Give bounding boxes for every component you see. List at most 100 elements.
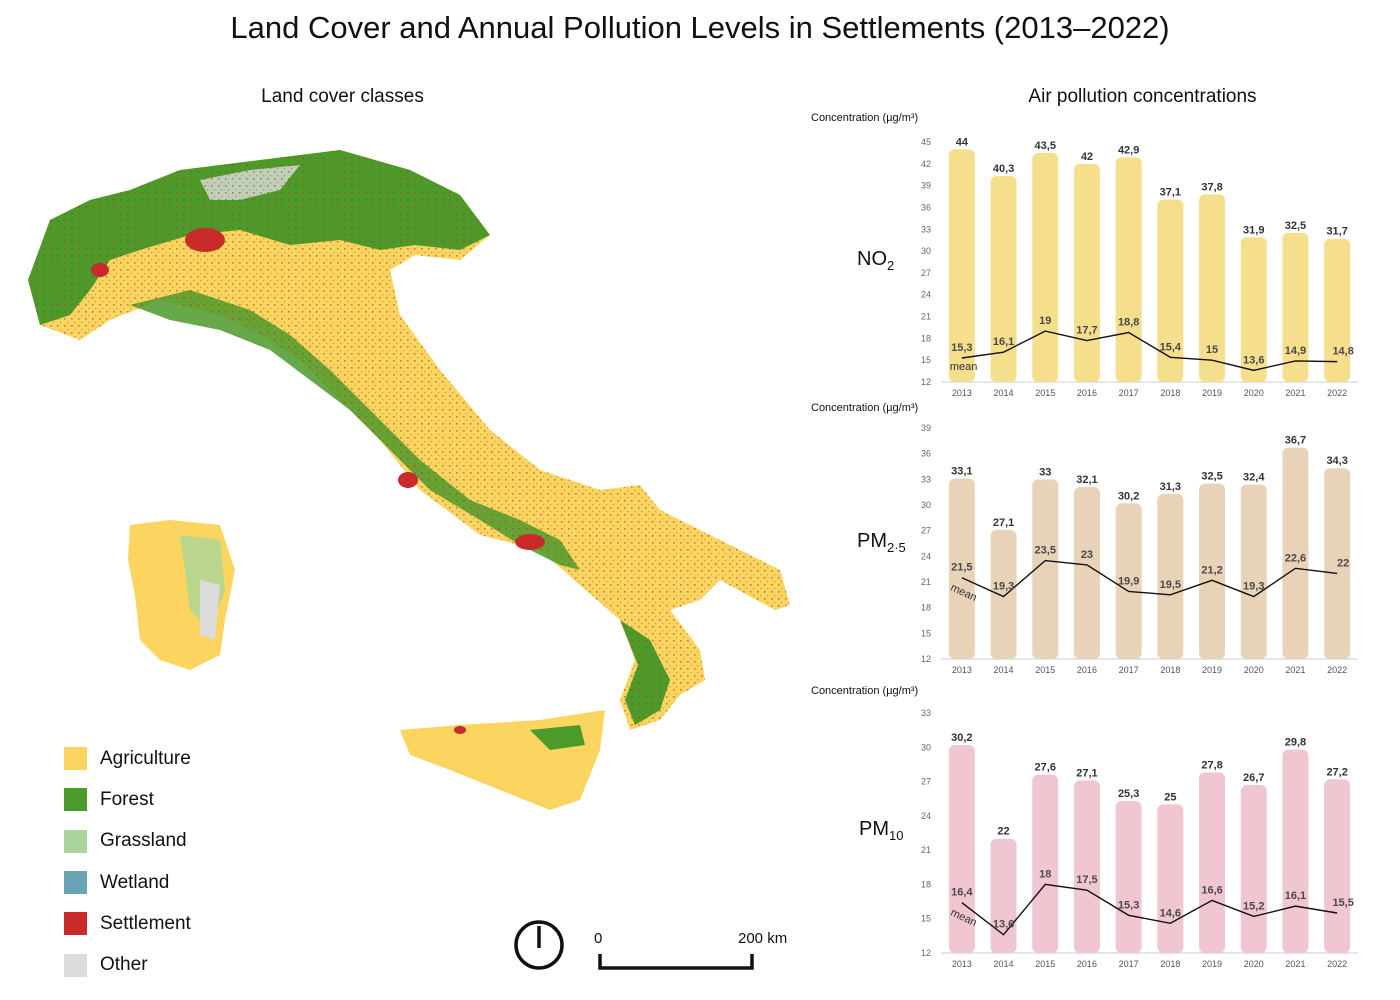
legend-item-other: Other: [64, 944, 191, 985]
x-tick-label: 2018: [1160, 388, 1180, 398]
legend-label: Other: [100, 954, 148, 976]
bar-value-label: 30,2: [951, 732, 972, 744]
x-tick-label: 2022: [1327, 665, 1347, 675]
mean-value-label: 15,4: [1160, 341, 1182, 353]
bar: [1032, 774, 1059, 953]
y-tick-label: 18: [921, 879, 931, 889]
bar-value-label: 33: [1039, 466, 1051, 478]
turin-settlement: [91, 263, 109, 277]
x-tick-label: 2016: [1077, 959, 1097, 969]
charts-title: Air pollution concentrations: [1028, 86, 1257, 107]
bar-value-label: 29,8: [1285, 737, 1306, 749]
x-tick-label: 2022: [1327, 959, 1347, 969]
bar-value-label: 31,3: [1160, 481, 1181, 493]
x-tick-label: 2020: [1244, 388, 1264, 398]
x-tick-label: 2016: [1077, 665, 1097, 675]
mean-value-label: 16,6: [1201, 884, 1222, 896]
y-tick-label: 42: [921, 159, 931, 169]
figure-title: Land Cover and Annual Pollution Levels i…: [230, 10, 1170, 45]
x-tick-label: 2017: [1119, 665, 1139, 675]
x-tick-label: 2014: [994, 665, 1014, 675]
mean-value-label: 15,3: [951, 342, 972, 354]
mean-value-label: 17,5: [1076, 874, 1097, 886]
pm25-plot: 12 15 18 21 24 27 30 33 36 39 33,1 2013 27,1 2014 33 20…: [921, 423, 1358, 675]
bar: [1282, 749, 1309, 953]
pollutant-label: NO2: [857, 248, 895, 273]
map-title: Land cover classes: [261, 86, 424, 107]
y-tick-label: 21: [921, 845, 931, 855]
y-tick-label: 12: [921, 377, 931, 387]
scale-bar: 0 200 km: [590, 930, 800, 975]
bar-value-label: 37,8: [1201, 181, 1222, 193]
no2-chart: Concentration (µg/m³) NO2 12 15 18 21 24 27 30…: [808, 112, 1368, 402]
y-tick-label: 18: [921, 333, 931, 343]
bar: [1032, 152, 1059, 382]
mean-value-label: 14,6: [1160, 907, 1181, 919]
bar: [1032, 479, 1059, 659]
y-tick-label: 39: [921, 423, 931, 433]
land-cover-map: [28, 150, 790, 810]
bar: [1240, 785, 1267, 953]
legend-label: Agriculture: [100, 747, 191, 769]
y-tick-label: 21: [921, 312, 931, 322]
bar: [990, 529, 1017, 659]
bar-value-label: 27,6: [1035, 762, 1056, 774]
x-tick-label: 2019: [1202, 665, 1222, 675]
bar-value-label: 42: [1081, 151, 1093, 163]
bar-value-label: 27,8: [1201, 759, 1222, 771]
y-tick-label: 30: [921, 742, 931, 752]
mean-line: [961, 883, 1338, 936]
bar-value-label: 26,7: [1243, 772, 1264, 784]
bar: [1115, 801, 1142, 953]
bar-value-label: 25,3: [1118, 788, 1139, 800]
bar-value-label: 44: [956, 136, 969, 148]
legend-item-wetland: Wetland: [64, 862, 191, 903]
scale-bar-line: [598, 954, 754, 970]
y-tick-label: 39: [921, 181, 931, 191]
bar-value-label: 27,2: [1326, 766, 1347, 778]
mean-value-label: 13,6: [1243, 354, 1264, 366]
mean-value-label: 23,5: [1035, 545, 1056, 557]
y-tick-label: 33: [921, 224, 931, 234]
bar-value-label: 31,7: [1326, 226, 1347, 238]
bar: [990, 176, 1017, 382]
mean-value-label: 15,5: [1332, 897, 1353, 909]
bar-value-label: 31,9: [1243, 224, 1264, 236]
legend-label: Grassland: [100, 830, 187, 852]
bar: [1115, 157, 1142, 382]
sicily: [400, 710, 605, 810]
mean-value-label: 22,6: [1285, 552, 1306, 564]
bar: [1324, 238, 1351, 382]
rome-settlement: [398, 472, 418, 488]
mean-value-label: 14,9: [1285, 345, 1306, 357]
y-tick-label: 24: [921, 551, 931, 561]
pollutant-label: PM2·5: [857, 530, 906, 555]
legend-swatch: [64, 788, 87, 812]
mean-value-label: 16,4: [951, 887, 973, 899]
bar-value-label: 32,4: [1243, 471, 1265, 483]
x-tick-label: 2018: [1160, 959, 1180, 969]
bar: [1073, 163, 1100, 382]
y-tick-label: 33: [921, 474, 931, 484]
bar: [1157, 493, 1184, 659]
y-tick-label: 18: [921, 603, 931, 613]
bar-value-label: 42,9: [1118, 144, 1139, 156]
bar-value-label: 32,5: [1285, 220, 1306, 232]
bar-value-label: 22: [997, 826, 1009, 838]
legend-item-grassland: Grassland: [64, 821, 191, 862]
pollutant-label: PM10: [859, 818, 904, 843]
sicily-forest: [530, 725, 585, 750]
mean-value-label: 17,7: [1076, 325, 1097, 337]
bar-value-label: 33,1: [951, 465, 972, 477]
x-tick-label: 2019: [1202, 959, 1222, 969]
milan-settlement: [185, 228, 225, 252]
mean-line: [961, 559, 1338, 598]
legend-swatch: [64, 953, 87, 977]
y-tick-label: 12: [921, 948, 931, 958]
x-tick-label: 2013: [952, 388, 972, 398]
mean-value-label: 13,6: [993, 919, 1014, 931]
bar: [1115, 503, 1142, 659]
mean-value-label: 19,3: [993, 581, 1014, 593]
scale-start-label: 0: [594, 930, 603, 947]
mean-value-label: 21,5: [951, 562, 972, 574]
